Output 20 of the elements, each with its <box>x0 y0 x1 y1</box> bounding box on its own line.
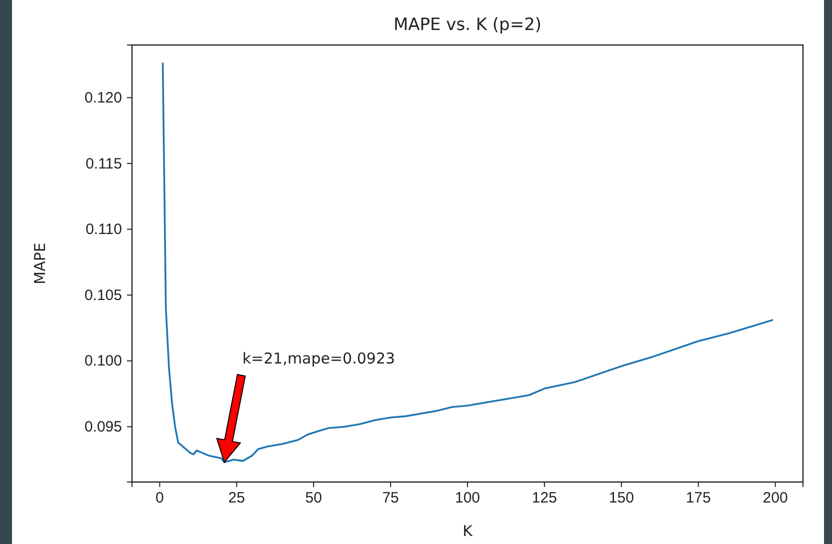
x-axis-title: K <box>462 522 474 540</box>
x-tick-label: 175 <box>686 490 711 507</box>
x-tick-label: 200 <box>762 490 788 507</box>
annotation: k=21,mape=0.0923 <box>242 349 396 368</box>
x-tick-label: 50 <box>305 490 322 507</box>
y-tick-label: 0.110 <box>86 221 122 238</box>
y-tick-label: 0.105 <box>84 286 122 304</box>
y-axis-title: MAPE <box>31 242 49 284</box>
x-tick-label: 150 <box>608 490 634 507</box>
x-tick-label: 125 <box>532 490 557 507</box>
y-tick-label: 0.115 <box>86 155 122 172</box>
y-tick-label: 0.100 <box>84 352 122 370</box>
chart-title: MAPE vs. K (p=2) <box>393 15 542 35</box>
y-tick-label: 0.095 <box>84 418 122 436</box>
x-tick-label: 75 <box>382 490 399 507</box>
x-tick-label: 0 <box>156 490 164 507</box>
x-tick-label: 25 <box>228 490 245 507</box>
x-tick-label: 100 <box>454 490 480 507</box>
y-tick-label: 0.120 <box>84 89 122 106</box>
line-series <box>162 62 774 464</box>
